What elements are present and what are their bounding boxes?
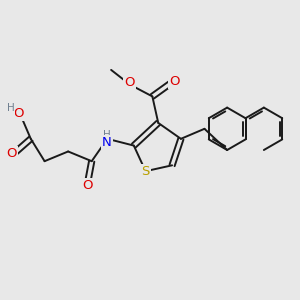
Text: O: O <box>14 107 24 120</box>
Text: H: H <box>103 130 111 140</box>
Text: O: O <box>82 179 93 192</box>
Text: O: O <box>124 76 135 89</box>
Text: O: O <box>169 75 179 88</box>
Text: N: N <box>102 136 112 149</box>
Text: H: H <box>7 103 15 113</box>
Text: S: S <box>141 165 150 178</box>
Text: O: O <box>6 147 17 160</box>
